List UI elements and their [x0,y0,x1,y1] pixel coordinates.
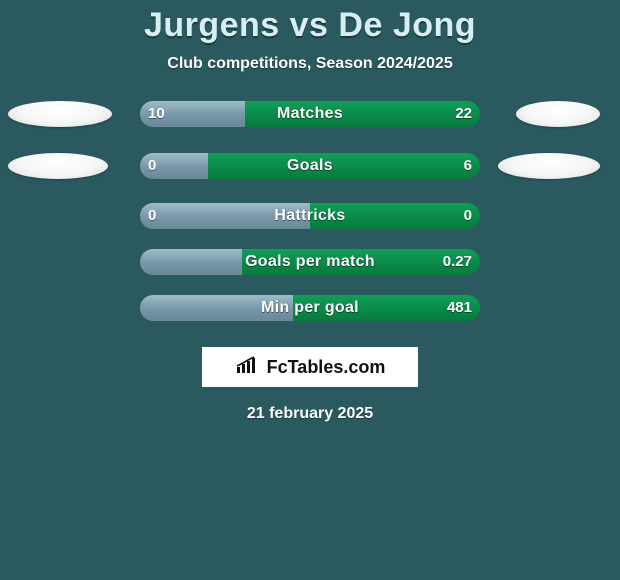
stat-bar: 10 Matches 22 [140,101,480,127]
stat-label: Goals per match [140,249,480,275]
stat-bar: 0 Goals 6 [140,153,480,179]
comparison-card: Jurgens vs De Jong Club competitions, Se… [0,0,620,580]
stat-value-right: 0 [464,203,472,229]
stat-label: Goals [140,153,480,179]
brand-text: FcTables.com [267,357,386,378]
brand-logo-icon [235,355,261,380]
ellipse-left-1 [8,153,108,179]
stat-value-right: 481 [447,295,472,321]
stat-value-right: 6 [464,153,472,179]
date-label: 21 february 2025 [0,405,620,423]
stat-row-hattricks: 0 Hattricks 0 [0,203,620,249]
stat-row-matches: 10 Matches 22 [0,99,620,151]
stat-bar: Goals per match 0.27 [140,249,480,275]
page-title: Jurgens vs De Jong [0,6,620,45]
ellipse-right-1 [498,153,600,179]
stat-label: Matches [140,101,480,127]
stat-bar: 0 Hattricks 0 [140,203,480,229]
stat-row-goals: 0 Goals 6 [0,151,620,203]
stat-row-gpm: Goals per match 0.27 [0,249,620,295]
stat-label: Min per goal [140,295,480,321]
ellipse-right-0 [516,101,600,127]
stat-row-mpg: Min per goal 481 [0,295,620,341]
ellipse-left-0 [8,101,112,127]
stat-value-right: 0.27 [443,249,472,275]
stat-bar: Min per goal 481 [140,295,480,321]
stat-label: Hattricks [140,203,480,229]
brand-plate[interactable]: FcTables.com [202,347,418,387]
subtitle: Club competitions, Season 2024/2025 [0,55,620,73]
stat-value-right: 22 [455,101,472,127]
